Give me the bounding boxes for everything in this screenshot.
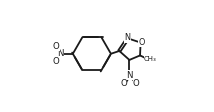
Text: CH₃: CH₃ [144,56,157,62]
Text: O: O [52,57,59,66]
Text: O: O [120,79,127,88]
Text: O: O [138,38,145,47]
Text: O: O [52,42,59,51]
Text: N: N [125,33,131,42]
Text: N: N [126,71,133,80]
Text: O: O [133,79,140,88]
Text: N: N [57,49,63,58]
